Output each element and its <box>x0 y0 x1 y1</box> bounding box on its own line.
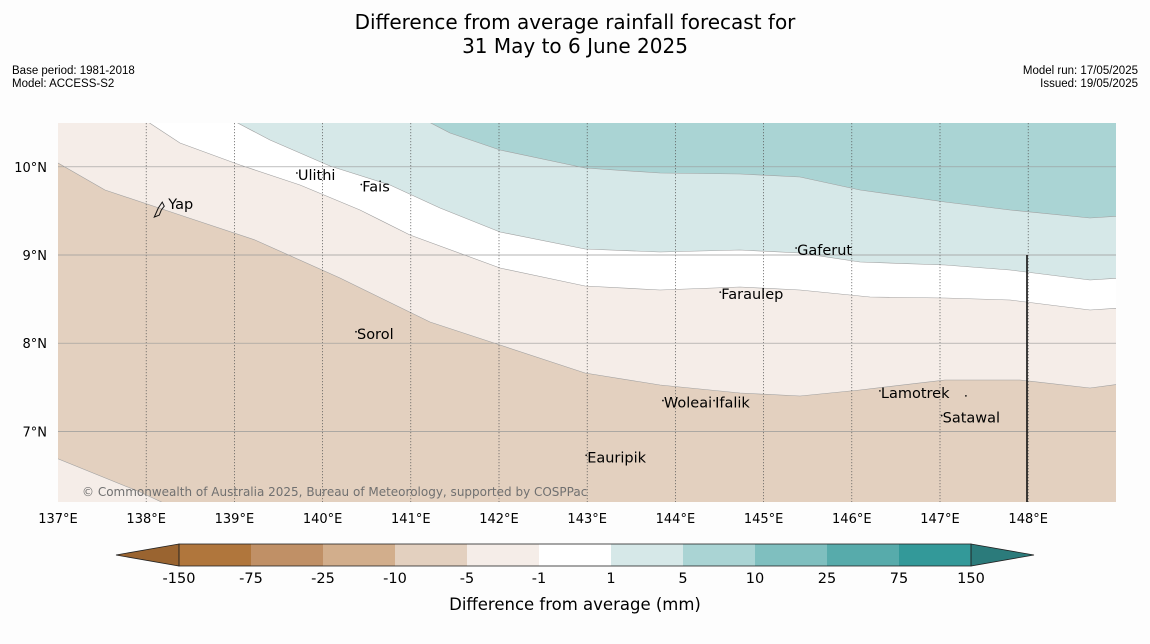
place-fais: Fais <box>360 179 390 195</box>
island-marker <box>879 389 881 392</box>
colorbar-tick-label: -150 <box>163 571 196 587</box>
issued-text: Issued: 19/05/2025 <box>1040 78 1138 90</box>
place-ulithi: Ulithi <box>296 168 335 184</box>
lon-tick-label: 147°E <box>920 512 960 527</box>
colorbar-tick-label: -25 <box>311 571 335 587</box>
colorbar-tick-label: 75 <box>890 571 908 587</box>
colorbar-extend-low <box>115 543 180 567</box>
lon-tick-label: 144°E <box>656 512 696 527</box>
colorbar-frame <box>178 543 972 567</box>
lat-tick-label: 7°N <box>23 425 48 440</box>
colorbar-tick-label: 5 <box>678 571 687 587</box>
colorbar-segment <box>899 544 971 566</box>
island-marker <box>585 454 588 457</box>
colorbar-tick-label: -75 <box>239 571 263 587</box>
island-marker <box>360 183 363 186</box>
yap-island-outline <box>153 201 165 219</box>
place-label: Woleai <box>664 396 712 412</box>
colorbar-tick-label: -1 <box>532 571 546 587</box>
info-left: Base period: 1981-2018 Model: ACCESS-S2 <box>12 65 135 91</box>
lon-tick-label: 142°E <box>479 512 519 527</box>
colorbar: -150 -75 -25 -10 -5 -1 1 5 10 25 75 150 <box>115 543 1035 587</box>
island-marker <box>719 291 722 293</box>
island-marker <box>940 414 943 417</box>
place-sorol: Sorol <box>355 327 394 343</box>
lon-tick-label: 139°E <box>215 512 255 527</box>
info-right: Model run: 17/05/2025 Issued: 19/05/2025 <box>1023 65 1138 91</box>
island-marker <box>662 399 664 402</box>
island-marker <box>296 172 298 174</box>
map-area <box>58 123 1116 502</box>
place-label: Ifalik <box>715 396 750 412</box>
lon-tick-label: 138°E <box>126 512 166 527</box>
lon-tick-label: 137°E <box>38 512 78 527</box>
model-text: Model: ACCESS-S2 <box>12 78 115 90</box>
place-label: Fais <box>362 179 389 195</box>
lon-tick-label: 145°E <box>744 512 784 527</box>
place-label: Sorol <box>357 327 394 343</box>
island-marker <box>355 330 357 333</box>
place-label: Faraulep <box>721 287 783 303</box>
colorbar-tick-label: -10 <box>383 571 407 587</box>
place-label: Eauripik <box>587 450 646 466</box>
chart-title-line2: 31 May to 6 June 2025 <box>462 34 688 58</box>
colorbar-label: Difference from average (mm) <box>449 595 701 614</box>
lon-tick-label: 143°E <box>567 512 607 527</box>
colorbar-segment <box>467 544 539 566</box>
colorbar-tick-label: 10 <box>746 571 764 587</box>
colorbar-segment <box>683 544 755 566</box>
colorbar-extend-high <box>970 543 1035 567</box>
colorbar-segment <box>395 544 467 566</box>
region-plus5-plus10 <box>430 123 1116 218</box>
model-run-text: Model run: 17/05/2025 <box>1022 65 1138 77</box>
place-yap: Yap <box>153 197 193 219</box>
place-ifalik: Ifalik <box>713 396 750 412</box>
lat-tick-label: 8°N <box>23 337 48 352</box>
place-labels: Yap Ulithi Fais Gaferut Faraulep Sorol Lamotre… <box>153 168 1000 466</box>
region-minus5-minus1-corner <box>58 458 163 502</box>
copyright-text: © Commonwealth of Australia 2025, Bureau… <box>82 485 587 499</box>
place-eauripik: Eauripik <box>585 450 647 466</box>
map-axes: 137°E 138°E 139°E 140°E 141°E 142°E 143°E 144°E… <box>14 161 1048 527</box>
place-label: Yap <box>167 197 193 213</box>
island-marker <box>965 394 967 397</box>
place-label: Gaferut <box>797 243 852 259</box>
place-label: Lamotrek <box>881 386 950 402</box>
place-label: Satawal <box>943 411 1000 427</box>
lat-tick-label: 9°N <box>23 249 48 264</box>
colorbar-segment <box>179 544 251 566</box>
colorbar-tick-label: 150 <box>957 571 985 587</box>
lon-tick-label: 141°E <box>391 512 431 527</box>
chart-title-line1: Difference from average rainfall forecas… <box>354 10 796 34</box>
colorbar-segment <box>755 544 827 566</box>
contour-lines <box>58 123 1116 397</box>
lon-tick-label: 148°E <box>1008 512 1048 527</box>
place-faraulep: Faraulep <box>719 287 783 303</box>
colorbar-segment <box>251 544 323 566</box>
colorbar-tick-label: -5 <box>460 571 474 587</box>
island-marker <box>713 399 715 402</box>
colorbar-tick-label: 1 <box>606 571 615 587</box>
place-label: Ulithi <box>298 168 336 184</box>
lat-tick-label: 10°N <box>14 161 47 176</box>
lon-tick-label: 146°E <box>832 512 872 527</box>
colorbar-tick-label: 25 <box>818 571 836 587</box>
base-period-text: Base period: 1981-2018 <box>12 65 135 77</box>
lon-tick-label: 140°E <box>303 512 343 527</box>
colorbar-segment <box>611 544 683 566</box>
colorbar-segment <box>323 544 395 566</box>
place-lamotrek: Lamotrek <box>879 386 967 402</box>
colorbar-segment <box>539 544 611 566</box>
island-marker <box>795 247 798 249</box>
graticule <box>58 123 1116 502</box>
place-satawal: Satawal <box>940 411 1000 427</box>
place-gaferut: Gaferut <box>795 243 852 259</box>
colorbar-segment <box>827 544 899 566</box>
place-woleai: Woleai <box>662 396 712 412</box>
